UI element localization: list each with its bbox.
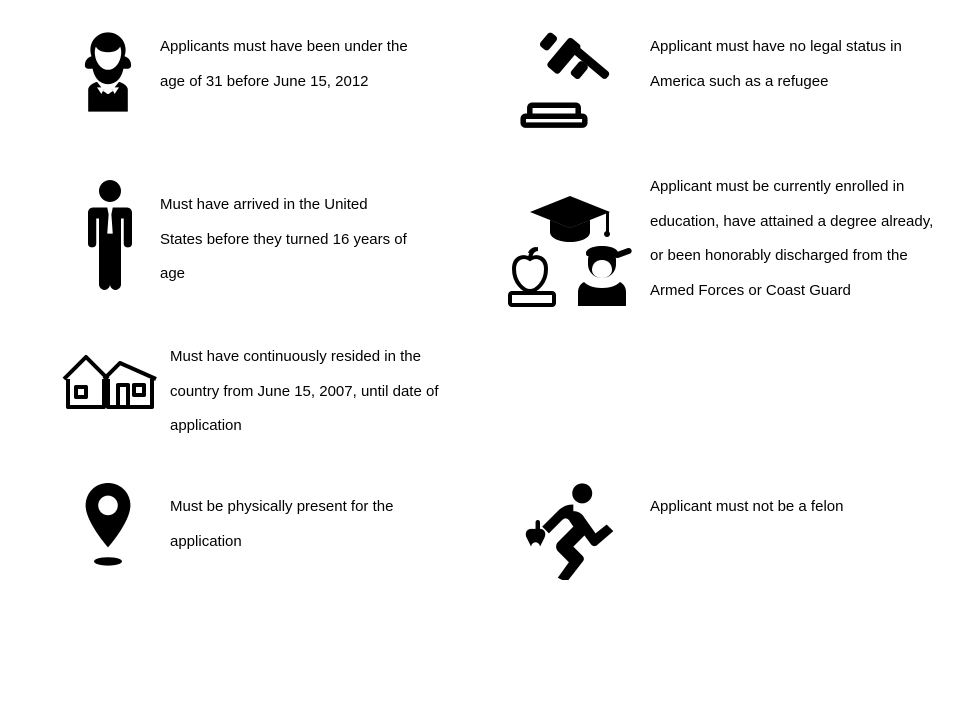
criteria-age-text: Applicants must have been under the age … bbox=[160, 30, 410, 99]
criteria-education bbox=[500, 190, 640, 310]
criteria-arrival bbox=[82, 180, 138, 290]
man-icon bbox=[82, 180, 138, 290]
criteria-age bbox=[72, 28, 144, 116]
criteria-felon bbox=[520, 480, 620, 580]
criteria-arrival-text: Must have arrived in the United States b… bbox=[160, 188, 410, 292]
pin-icon bbox=[80, 480, 136, 570]
boy-icon bbox=[72, 28, 144, 116]
criteria-residence-text: Must have continuously resided in the co… bbox=[170, 340, 470, 444]
criteria-presence-text: Must be physically present for the appli… bbox=[170, 490, 460, 559]
criteria-nostatus bbox=[510, 30, 620, 130]
education-icon bbox=[500, 190, 640, 310]
runner-icon bbox=[520, 480, 620, 580]
criteria-presence bbox=[80, 480, 136, 570]
criteria-residence bbox=[60, 340, 160, 420]
criteria-education-text: Applicant must be currently enrolled in … bbox=[650, 170, 940, 308]
house-icon bbox=[60, 340, 160, 420]
criteria-felon-text: Applicant must not be a felon bbox=[650, 490, 930, 525]
gavel-icon bbox=[510, 30, 620, 130]
criteria-nostatus-text: Applicant must have no legal status in A… bbox=[650, 30, 960, 99]
